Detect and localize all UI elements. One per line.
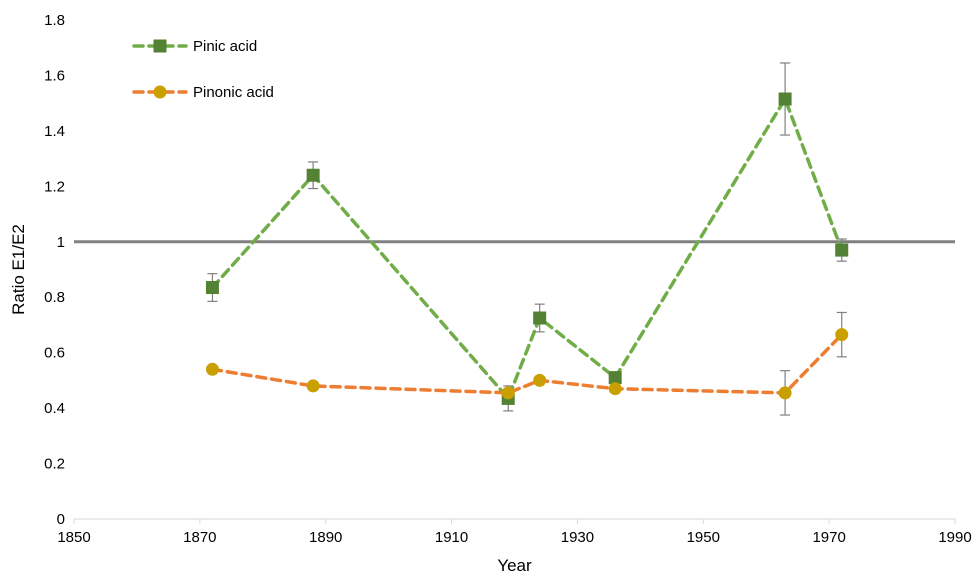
y-axis-label: Ratio E1/E2 — [9, 224, 28, 315]
x-tick-label: 1870 — [183, 529, 216, 546]
x-tick-label: 1950 — [687, 529, 720, 546]
legend-label: Pinonic acid — [193, 84, 274, 101]
data-point — [778, 92, 792, 106]
y-tick-label: 0.4 — [44, 400, 65, 417]
data-point — [835, 328, 849, 342]
data-point — [205, 362, 219, 376]
y-tick-label: 0.6 — [44, 345, 65, 362]
legend-label: Pinic acid — [193, 38, 257, 55]
x-axis-label: Year — [497, 556, 532, 575]
data-point — [608, 371, 622, 385]
legend-swatch-marker — [153, 39, 167, 53]
series-line — [210, 95, 844, 402]
y-tick-label: 1 — [57, 234, 65, 251]
legend-swatch-marker — [153, 85, 167, 99]
data-point — [306, 168, 320, 182]
data-point — [778, 386, 792, 400]
legend: Pinic acid Pinonic acid — [132, 38, 274, 101]
x-tick-label: 1970 — [812, 529, 845, 546]
series-layer — [205, 62, 849, 416]
data-point — [533, 311, 547, 325]
y-tick-label: 1.6 — [44, 67, 65, 84]
series-line — [210, 332, 844, 395]
data-point — [501, 386, 515, 400]
x-tick-label: 1890 — [309, 529, 342, 546]
data-point — [835, 243, 849, 257]
axes: 1850 1870 1890 1910 1930 1950 1970 1990 0 0.2 0.4 0… — [44, 12, 972, 546]
y-tick-label: 0 — [57, 511, 65, 528]
series-0 — [205, 62, 849, 412]
y-tick-label: 1.4 — [44, 123, 65, 140]
y-tick-label: 0.8 — [44, 289, 65, 306]
y-tick-label: 0.2 — [44, 456, 65, 473]
x-tick-label: 1910 — [435, 529, 468, 546]
series-1 — [205, 311, 849, 416]
x-tick-label: 1850 — [57, 529, 90, 546]
data-point — [306, 379, 320, 393]
x-tick-label: 1990 — [938, 529, 971, 546]
data-point — [205, 281, 219, 295]
x-tick-label: 1930 — [561, 529, 594, 546]
data-point — [533, 373, 547, 387]
y-tick-label: 1.2 — [44, 178, 65, 195]
y-tick-label: 1.8 — [44, 12, 65, 29]
data-point — [608, 382, 622, 396]
